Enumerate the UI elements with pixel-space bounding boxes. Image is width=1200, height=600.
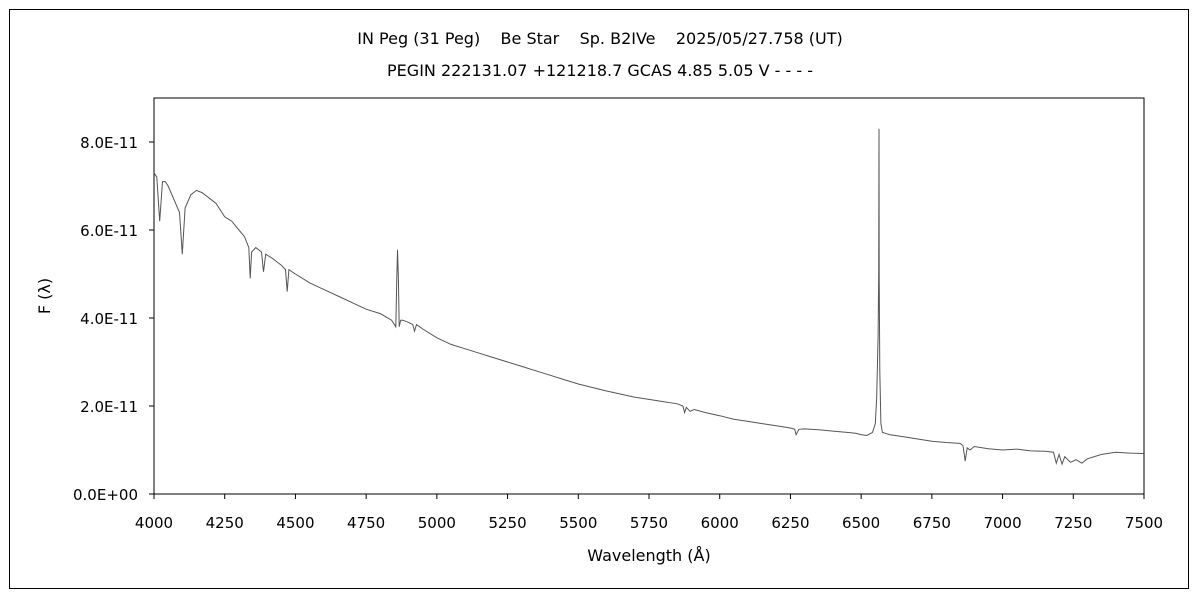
x-tick-label: 5250 bbox=[488, 514, 526, 532]
y-axis-ticks: 0.0E+00 2.0E-11 4.0E-11 6.0E-11 8.0E-11 bbox=[73, 134, 154, 504]
x-tick-label: 4500 bbox=[276, 514, 314, 532]
y-tick-label: 0.0E+00 bbox=[73, 486, 138, 504]
y-tick-label: 6.0E-11 bbox=[80, 222, 138, 240]
x-tick-label: 4750 bbox=[347, 514, 385, 532]
y-tick-label: 8.0E-11 bbox=[80, 134, 138, 152]
x-tick-label: 7000 bbox=[983, 514, 1021, 532]
x-tick-label: 5000 bbox=[418, 514, 456, 532]
x-axis-ticks: 4000 4250 4500 4750 5000 5250 5500 5750 6000 6250… bbox=[135, 494, 1163, 532]
x-tick-label: 6750 bbox=[913, 514, 951, 532]
chart-frame bbox=[9, 9, 1189, 589]
y-tick-label: 2.0E-11 bbox=[80, 398, 138, 416]
x-tick-label: 5750 bbox=[630, 514, 668, 532]
x-tick-label: 4250 bbox=[206, 514, 244, 532]
x-tick-label: 7250 bbox=[1054, 514, 1092, 532]
spectrum-line bbox=[153, 128, 1145, 466]
x-tick-label: 6250 bbox=[771, 514, 809, 532]
x-tick-label: 6000 bbox=[701, 514, 739, 532]
x-tick-label: 7500 bbox=[1125, 514, 1163, 532]
x-tick-label: 6500 bbox=[842, 514, 880, 532]
y-axis-label: F (λ) bbox=[35, 278, 54, 314]
x-tick-label: 5500 bbox=[559, 514, 597, 532]
chart-title: IN Peg (31 Peg) Be Star Sp. B2IVe 2025/0… bbox=[357, 29, 843, 48]
y-tick-label: 4.0E-11 bbox=[80, 310, 138, 328]
x-tick-label: 4000 bbox=[135, 514, 173, 532]
x-axis-label: Wavelength (Å) bbox=[587, 546, 710, 565]
chart-subtitle: PEGIN 222131.07 +121218.7 GCAS 4.85 5.05… bbox=[387, 61, 813, 80]
plot-area bbox=[153, 97, 1145, 495]
